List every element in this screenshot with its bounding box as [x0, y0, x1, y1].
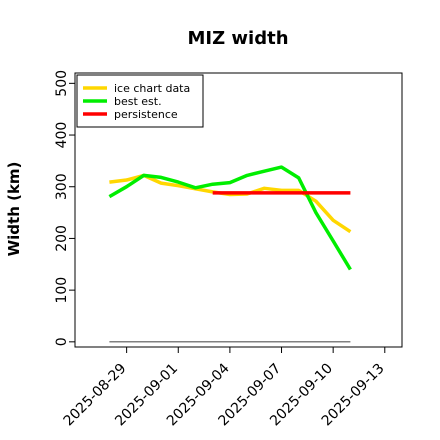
y-tick-label: 300 [54, 173, 70, 200]
legend-label: persistence [114, 108, 178, 121]
y-tick-label: 100 [54, 277, 70, 304]
series-layer [108, 165, 352, 343]
y-axis-label: Width (km) [5, 162, 23, 257]
legend-label: best est. [114, 95, 162, 108]
series-line-best-est [108, 165, 352, 271]
y-tick-label: 200 [54, 225, 70, 252]
legend-label: ice chart data [114, 82, 190, 95]
y-tick-label: 0 [54, 337, 70, 346]
chart-title: MIZ width [187, 28, 288, 49]
y-tick-label: 500 [54, 70, 70, 97]
y-tick-label: 400 [54, 122, 70, 149]
plot-area [74, 72, 403, 348]
